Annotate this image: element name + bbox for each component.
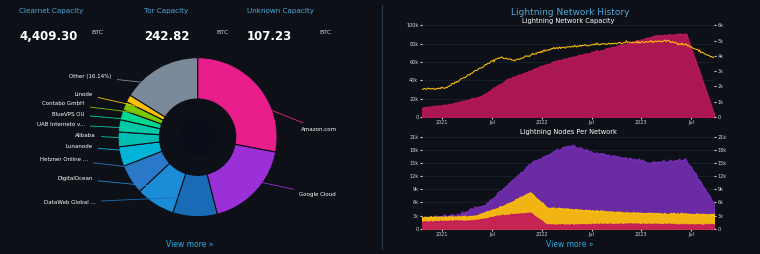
Wedge shape [123, 102, 163, 124]
Text: View more »: View more » [166, 240, 214, 249]
Text: Clearnet Capacity: Clearnet Capacity [19, 8, 84, 14]
Text: BTC: BTC [319, 30, 331, 36]
Text: Tor Capacity: Tor Capacity [144, 8, 188, 14]
Text: DataWeb Global ...: DataWeb Global ... [44, 197, 193, 205]
Wedge shape [198, 58, 277, 152]
Wedge shape [120, 110, 162, 129]
Text: 107.23: 107.23 [247, 30, 293, 43]
Text: 242.82: 242.82 [144, 30, 190, 43]
Text: UAB Interneto v...: UAB Interneto v... [36, 122, 136, 129]
Wedge shape [140, 163, 185, 213]
Wedge shape [124, 151, 169, 192]
Circle shape [179, 118, 217, 156]
Text: DigitalOcean: DigitalOcean [57, 176, 163, 187]
Wedge shape [126, 95, 165, 120]
Text: View more »: View more » [546, 240, 594, 249]
Text: Lightning Network History: Lightning Network History [511, 8, 629, 17]
Wedge shape [118, 132, 160, 147]
Wedge shape [130, 58, 198, 117]
Wedge shape [119, 142, 162, 166]
Text: Alibaba: Alibaba [75, 133, 135, 139]
Wedge shape [119, 120, 160, 135]
Text: Lunanode: Lunanode [65, 144, 137, 152]
Text: BTC: BTC [91, 30, 103, 36]
Text: Hetzner Online ...: Hetzner Online ... [40, 157, 144, 169]
Text: Contabo GmbH: Contabo GmbH [43, 101, 140, 113]
Title: Lightning Network Capacity: Lightning Network Capacity [522, 18, 614, 24]
Text: BlueVPS OU: BlueVPS OU [52, 112, 138, 120]
Wedge shape [173, 173, 217, 217]
Text: BTC: BTC [217, 30, 229, 36]
Text: Linode: Linode [74, 92, 143, 107]
Text: 4,409.30: 4,409.30 [19, 30, 78, 43]
Wedge shape [207, 144, 276, 214]
Text: Amazon.com: Amazon.com [246, 100, 337, 132]
Title: Lightning Nodes Per Network: Lightning Nodes Per Network [520, 129, 616, 135]
Text: Google Cloud: Google Cloud [244, 179, 336, 197]
Text: Unknown Capacity: Unknown Capacity [247, 8, 314, 14]
Text: Other (16.14%): Other (16.14%) [69, 74, 166, 85]
